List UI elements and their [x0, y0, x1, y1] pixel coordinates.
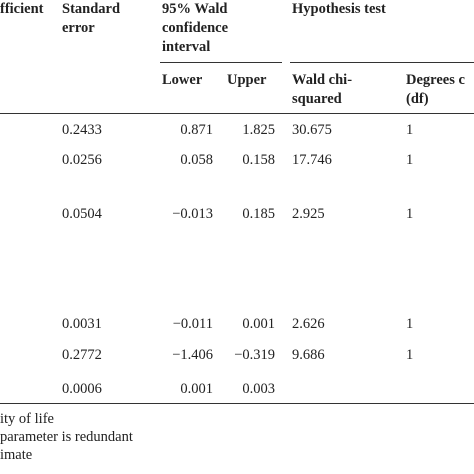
cell: −0.011 — [172, 316, 213, 332]
footnote: parameter is redundant — [0, 429, 133, 445]
cell: 1 — [406, 152, 414, 168]
column-header: interval — [162, 39, 211, 55]
subcolumn-header: Degrees c — [406, 72, 465, 88]
cell: −0.013 — [172, 206, 213, 222]
rule — [290, 62, 474, 63]
cell: 0.058 — [180, 152, 213, 168]
cell: 1 — [406, 206, 414, 222]
subcolumn-header: squared — [292, 91, 342, 107]
cell: 17.746 — [292, 152, 332, 168]
cell: 0.2433 — [62, 122, 102, 138]
cell: −1.406 — [172, 347, 213, 363]
cell: 0.0031 — [62, 316, 102, 332]
cell: 1 — [406, 122, 414, 138]
column-header: fficient — [0, 1, 44, 17]
cell: 1 — [406, 316, 414, 332]
column-header: error — [62, 20, 95, 36]
footnote: ity of life — [0, 411, 54, 427]
cell: 0.0006 — [62, 381, 102, 397]
cell: 1.825 — [242, 122, 275, 138]
subcolumn-header: Upper — [227, 72, 267, 88]
column-header: Standard — [62, 1, 121, 17]
cell: −0.319 — [234, 347, 275, 363]
footnote: imate — [0, 447, 33, 463]
cell: 1 — [406, 347, 414, 363]
cell: 2.925 — [292, 206, 325, 222]
cell: 30.675 — [292, 122, 332, 138]
column-header: confidence — [162, 20, 229, 36]
cell: 0.871 — [180, 122, 213, 138]
subcolumn-header: Wald chi- — [292, 72, 353, 88]
column-header: 95% Wald — [162, 1, 228, 17]
cell: 0.003 — [242, 381, 275, 397]
cell: 0.2772 — [62, 347, 102, 363]
cell: 0.0504 — [62, 206, 102, 222]
cell: 0.0256 — [62, 152, 102, 168]
cell: 0.001 — [180, 381, 213, 397]
column-header: Hypothesis test — [292, 1, 386, 17]
rule — [0, 403, 474, 404]
cell: 2.626 — [292, 316, 325, 332]
rule — [0, 113, 474, 114]
cell: 0.158 — [242, 152, 275, 168]
cell: 9.686 — [292, 347, 325, 363]
subcolumn-header: (df) — [406, 91, 429, 107]
cell: 0.001 — [242, 316, 275, 332]
cell: 0.185 — [242, 206, 275, 222]
rule — [160, 62, 282, 63]
subcolumn-header: Lower — [162, 72, 203, 88]
